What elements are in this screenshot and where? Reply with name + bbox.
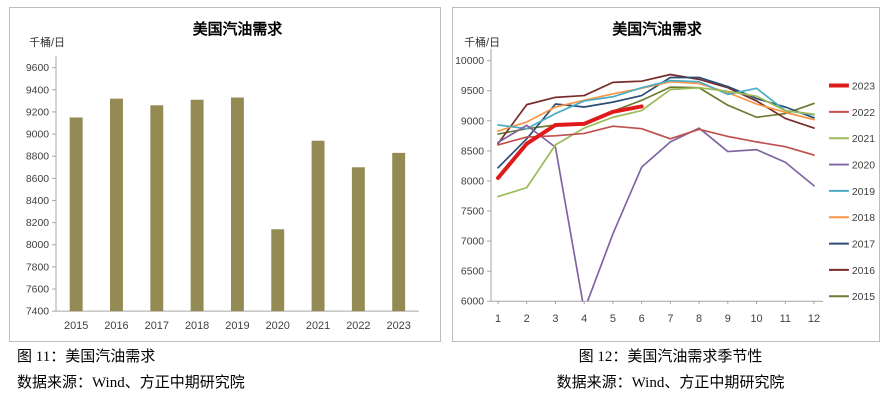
y-axis-label: 9000 [26,130,49,141]
y-axis-label: 8800 [26,152,49,163]
bar-2023 [392,152,406,312]
line-series-2019 [497,79,815,130]
fig11-bar-chart: 7400 7600 7800 8000 8200 8400 8600 8800 9000 9200… [26,20,419,332]
chart-title: 美国汽油需求 [193,20,283,38]
x-axis-label: 2015 [64,320,88,332]
legend-label-2023: 2023 [852,82,875,93]
legend-label-2016: 2016 [852,266,875,277]
legend-label-2021: 2021 [852,134,875,145]
fig11-source: 数据来源：Wind、方正中期研究院 [17,375,245,391]
y-axis-label: 6500 [461,267,484,278]
x-axis-label: 9 [725,313,731,325]
x-axis-label: 11 [780,313,791,325]
x-axis-label: 2 [524,313,530,325]
line-series-2015 [497,86,815,135]
bar-2017 [150,105,164,312]
x-axis-label: 2021 [306,320,330,332]
y-axis-label: 8000 [26,240,49,251]
y-axis-label: 7400 [26,307,49,318]
x-axis-label: 2020 [266,320,290,332]
chart-title: 美国汽油需求 [612,20,702,38]
bar-2018 [190,99,204,312]
y-axis-label: 7800 [26,262,49,273]
line-series-2018 [497,80,815,132]
captions-row: 图 11：美国汽油需求 数据来源：Wind、方正中期研究院 图 12：美国汽油需… [0,344,894,411]
x-axis-label: 4 [581,313,587,325]
fig12-chart-panel: 6000 6500 7000 7500 8000 8500 9000 9500 10000 美国汽… [452,7,880,342]
x-axis-label: 2016 [104,320,128,332]
y-axis-label: 8200 [26,218,49,229]
y-axis-label: 7500 [461,207,484,218]
legend-label-2018: 2018 [852,213,875,224]
fig11-caption-block: 图 11：美国汽油需求 数据来源：Wind、方正中期研究院 [0,344,447,411]
x-axis-label: 7 [667,313,673,325]
line-series-group [496,73,815,302]
bar-2022 [351,167,365,312]
fig12-source: 数据来源：Wind、方正中期研究院 [556,375,785,391]
legend-label-2020: 2020 [852,161,875,172]
x-axis-label: 10 [750,313,762,325]
line-series-2023 [496,104,644,180]
bar-2021 [311,140,325,312]
line-series-2021 [497,86,815,198]
x-axis-label: 5 [610,313,616,325]
line-series-2020 [497,124,815,302]
bar-2019 [230,97,244,312]
bar-2016 [110,98,123,312]
fig12-line-chart: 6000 6500 7000 7500 8000 8500 9000 9500 10000 美国汽… [455,20,875,325]
axis-unit-label: 千桶/日 [464,35,500,49]
y-axis-label: 8600 [26,174,49,185]
y-axis-label: 8500 [461,146,484,157]
y-axis-label: 8400 [26,196,49,207]
line-series-2022 [497,125,815,156]
x-axis-label: 8 [696,313,702,325]
axis-unit-label: 千桶/日 [29,35,65,49]
y-axis-label: 7000 [461,237,484,248]
fig12-caption: 图 12：美国汽油需求季节性 [578,349,763,365]
fig11-caption: 图 11：美国汽油需求 [17,349,156,365]
x-axis-label: 2022 [346,320,370,332]
y-axis-label: 8000 [461,176,484,187]
x-axis-label: 12 [808,313,820,325]
legend-label-2022: 2022 [852,108,875,119]
bar-2020 [271,229,285,312]
y-axis-label: 7600 [26,285,49,296]
y-axis-label: 9600 [26,63,49,74]
x-axis-label: 2019 [225,320,249,332]
fig12-caption-block: 图 12：美国汽油需求季节性 数据来源：Wind、方正中期研究院 [447,344,894,411]
x-axis-label: 2018 [185,320,209,332]
x-axis-label: 1 [495,313,501,325]
figures-row: 7400 7600 7800 8000 8200 8400 8600 8800 9000 9200… [9,7,880,342]
line-series-2016 [497,73,815,145]
legend-label-2019: 2019 [852,187,875,198]
x-axis-label: 3 [552,313,558,325]
x-axis-label: 6 [639,313,645,325]
y-axis-label: 9500 [461,86,484,97]
y-axis-label: 9200 [26,107,49,118]
y-axis-label: 9000 [461,116,484,127]
y-axis-label: 10000 [455,56,484,67]
y-axis-label: 6000 [461,297,484,308]
legend-label-2017: 2017 [852,240,875,251]
y-axis-label: 9400 [26,85,49,96]
x-axis-label: 2017 [145,320,169,332]
x-axis-label: 2023 [387,320,411,332]
fig11-chart-panel: 7400 7600 7800 8000 8200 8400 8600 8800 9000 9200… [9,7,441,342]
bar-2015 [69,117,83,312]
legend-label-2015: 2015 [852,292,875,303]
